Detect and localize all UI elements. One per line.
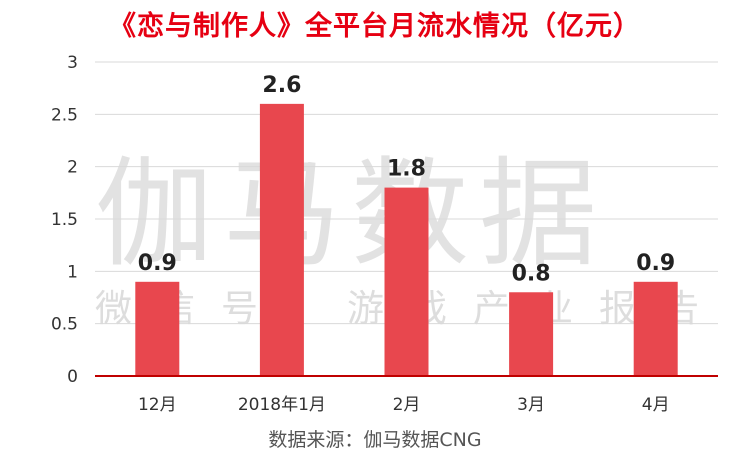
chart-title: 《恋与制作人》全平台月流水情况（亿元） (109, 11, 641, 42)
grid-layer (95, 61, 718, 325)
bar-value-label: 0.9 (138, 251, 177, 276)
bar (509, 292, 554, 376)
x-tick-label: 4月 (642, 395, 670, 415)
watermark-main: 伽马数据 (95, 145, 608, 283)
bar (633, 281, 678, 376)
y-tick-label: 1 (67, 262, 78, 282)
bar (384, 187, 429, 376)
y-tick-label: 1.5 (51, 210, 78, 230)
y-tick-label: 2.5 (51, 105, 78, 125)
x-tick-label: 2月 (393, 395, 421, 415)
x-tick-label: 3月 (517, 395, 545, 415)
bars (135, 103, 678, 376)
y-tick-label: 3 (67, 53, 78, 73)
y-tick-label: 2 (67, 158, 78, 178)
bar-chart: 0 0.5 1 1.5 2 2.5 3 0.9 2.6 1.8 0.8 0.9 12月 2018年1月… (51, 53, 718, 415)
bar-value-label: 1.8 (387, 157, 426, 182)
x-tick-label: 2018年1月 (238, 395, 326, 415)
y-tick-label: 0 (67, 367, 78, 387)
bar-value-label: 0.9 (636, 251, 675, 276)
x-axis: 12月 2018年1月 2月 3月 4月 (138, 395, 670, 415)
bar (135, 281, 180, 376)
data-source: 数据来源：伽马数据CNG (268, 429, 482, 451)
bar-value-label: 0.8 (512, 261, 551, 286)
y-tick-label: 0.5 (51, 315, 78, 335)
bar-value-label: 2.6 (262, 73, 301, 98)
y-axis: 0 0.5 1 1.5 2 2.5 3 (51, 53, 78, 387)
data-labels: 0.9 2.6 1.8 0.8 0.9 (138, 73, 675, 286)
x-tick-label: 12月 (138, 395, 177, 415)
bar (259, 103, 304, 376)
